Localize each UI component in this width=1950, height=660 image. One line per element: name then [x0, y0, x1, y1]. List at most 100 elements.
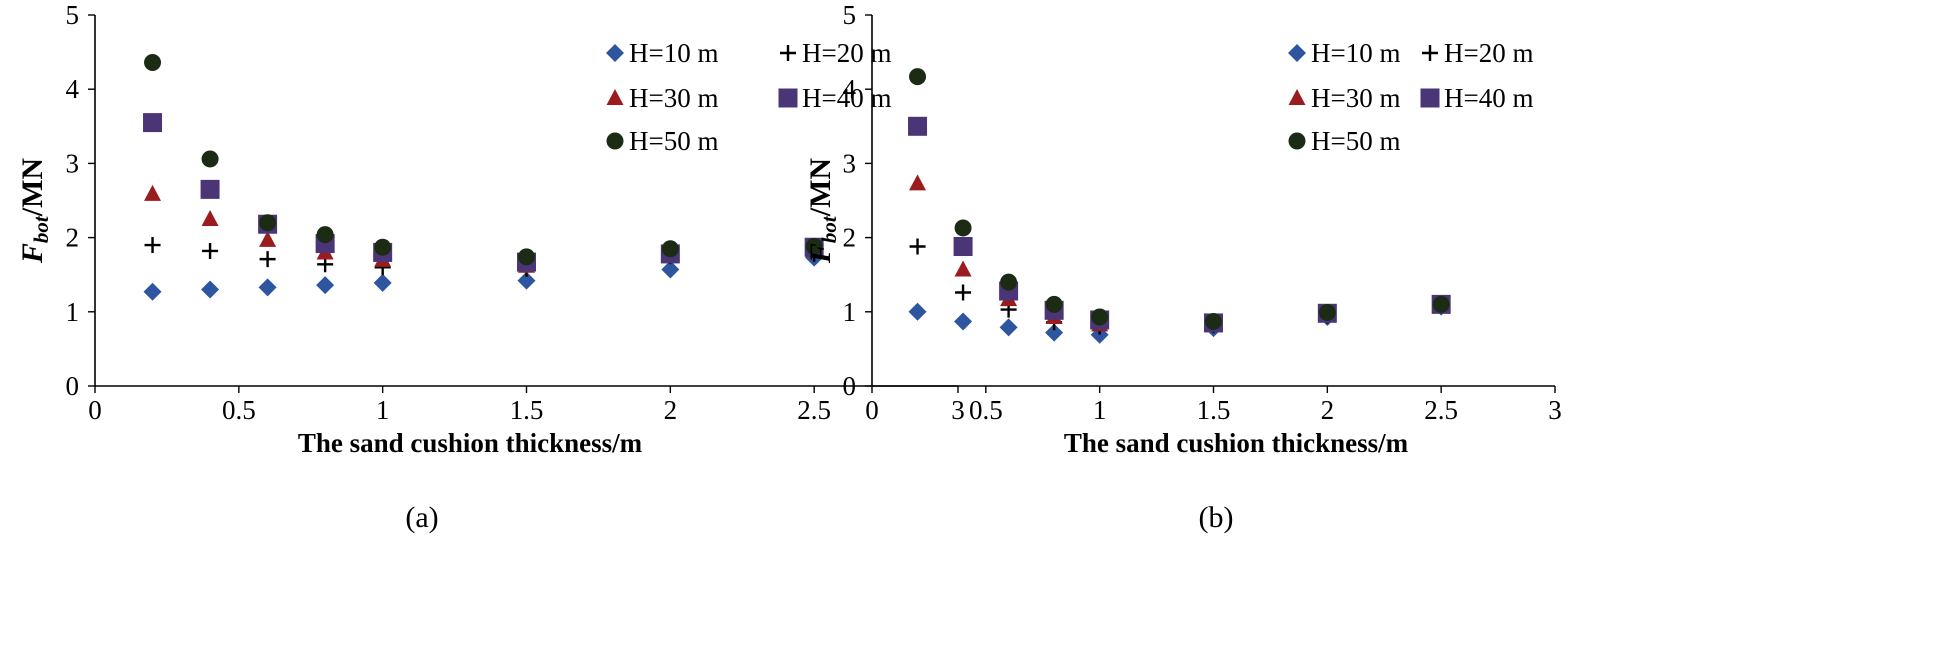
data-point [1318, 304, 1336, 322]
data-point [143, 282, 162, 301]
x-tick-label: 2.5 [1424, 395, 1458, 425]
data-point [374, 238, 392, 256]
legend-marker [1420, 88, 1440, 108]
x-axis-label: The sand cushion thickness/m [298, 428, 643, 458]
legend-marker [1288, 44, 1306, 62]
data-point [201, 150, 219, 168]
series-20m [909, 238, 1450, 335]
y-axis-label: Fbot/MN [16, 158, 53, 265]
y-tick-label: 2 [66, 223, 80, 253]
y-tick-label: 1 [66, 297, 80, 327]
panel-label: (a) [405, 501, 438, 534]
data-point [954, 219, 972, 237]
y-tick-label: 1 [843, 297, 857, 327]
legend-entry: H=40 m [1444, 83, 1533, 113]
y-tick-label: 4 [843, 74, 857, 104]
data-point [908, 116, 928, 136]
panel-label: (b) [1199, 501, 1234, 534]
legend: H=10 m H=20 m H=30 m H=40 m H=50 m [1288, 38, 1533, 156]
data-point [953, 237, 973, 257]
data-point [1045, 295, 1063, 313]
x-tick-label: 2.5 [797, 395, 831, 425]
legend-entry: H=20 m [1444, 38, 1533, 68]
x-tick-label: 0 [88, 395, 102, 425]
legend-entry: H=10 m [1311, 38, 1400, 68]
chart-panel-b: 0 1 2 3 4 5 0 0.5 1 1.5 2 2.5 3 The sand cushion thic… [804, 0, 1562, 534]
data-point [201, 280, 220, 299]
data-point [909, 174, 927, 191]
y-tick-label: 3 [66, 148, 80, 178]
x-tick-label: 0.5 [969, 395, 1003, 425]
data-point [144, 237, 161, 254]
data-point [955, 284, 972, 301]
data-point [259, 251, 276, 268]
series-10m [143, 248, 824, 301]
data-point [259, 214, 277, 232]
data-point [661, 240, 679, 258]
data-point [518, 248, 535, 266]
y-tick-label: 4 [66, 74, 80, 104]
data-point [373, 273, 392, 292]
data-point [954, 312, 973, 331]
series-50m [144, 53, 823, 266]
data-point [1432, 295, 1450, 313]
data-point [201, 210, 219, 227]
data-point [259, 230, 277, 247]
legend-entry: H=50 m [629, 126, 718, 156]
legend-marker [606, 89, 624, 105]
x-tick-label: 1 [376, 395, 390, 425]
data-point [200, 179, 220, 199]
data-point [661, 260, 680, 279]
x-tick-label: 0 [865, 395, 879, 425]
legend-entry: H=30 m [1311, 83, 1400, 113]
data-point [954, 260, 972, 277]
series-40m [143, 113, 824, 272]
x-tick-label: 3 [951, 395, 965, 425]
data-point [144, 53, 162, 71]
y-tick-label: 0 [843, 371, 857, 401]
legend-marker [606, 132, 624, 150]
y-tick-label: 5 [66, 0, 80, 30]
data-point [909, 238, 926, 255]
series-50m [909, 68, 1450, 330]
series-20m [144, 237, 823, 277]
legend-entry: H=20 m [802, 38, 891, 68]
data-point [805, 238, 823, 256]
data-point [316, 226, 334, 244]
data-point [202, 242, 219, 259]
series-30m [144, 184, 823, 273]
series-10m [908, 297, 1451, 344]
data-point [909, 68, 927, 86]
y-axis-label: Fbot/MN [804, 158, 841, 265]
x-tick-label: 0.5 [222, 395, 256, 425]
legend-entry: H=30 m [629, 83, 718, 113]
data-point [908, 302, 927, 321]
legend: H=10 m H=20 m H=30 m H=40 m H=50 m [606, 38, 891, 156]
y-tick-label: 2 [843, 223, 857, 253]
legend-marker [778, 88, 798, 108]
legend-marker [1288, 89, 1306, 105]
x-tick-label: 2 [1321, 395, 1335, 425]
data-point [999, 318, 1018, 337]
legend-marker [606, 44, 624, 62]
y-tick-label: 0 [66, 371, 80, 401]
y-tick-label: 5 [843, 0, 857, 30]
data-point [1045, 323, 1064, 342]
x-axis-label: The sand cushion thickness/m [1064, 428, 1409, 458]
x-tick-label: 3 [1548, 395, 1562, 425]
legend-entry: H=10 m [629, 38, 718, 68]
data-point [1205, 312, 1222, 330]
x-tick-label: 1.5 [510, 395, 544, 425]
y-tick-label: 3 [843, 148, 857, 178]
legend-marker [1422, 45, 1438, 61]
data-point [1091, 308, 1109, 326]
data-point [258, 278, 277, 297]
legend-marker [1288, 132, 1306, 150]
x-tick-label: 1 [1093, 395, 1107, 425]
chart-panel-a: 0 1 2 3 4 5 0 0.5 1 1.5 2 2.5 3 The sand cushion thic… [16, 0, 965, 534]
x-tick-label: 2 [664, 395, 678, 425]
data-point [517, 271, 536, 290]
legend-marker [780, 45, 796, 61]
data-point [1000, 273, 1018, 291]
